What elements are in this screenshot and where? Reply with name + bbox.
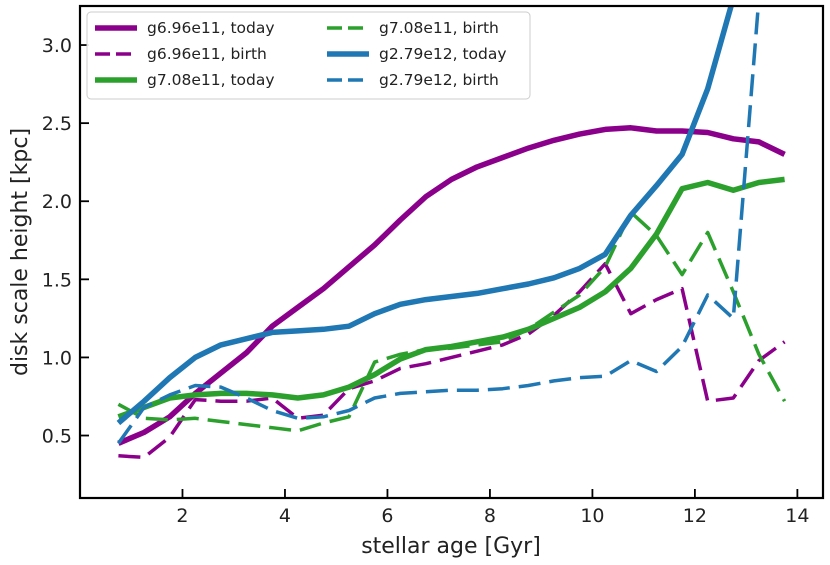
x-tick-label: 12 <box>683 505 707 527</box>
series-line-g6-96e11-today <box>117 125 786 446</box>
legend-entry-label: g6.96e11, birth <box>147 45 267 63</box>
y-axis-label: disk scale height [kpc] <box>8 128 33 376</box>
legend-entry-label: g2.79e12, birth <box>379 71 499 89</box>
legend-frame <box>86 11 531 100</box>
y-tick-label: 2.5 <box>42 113 72 135</box>
series-line-g6-96e11-birth <box>118 261 786 460</box>
y-tick-label: 2.0 <box>42 191 72 213</box>
x-tick-label: 8 <box>484 505 496 527</box>
series-layer <box>116 6 787 460</box>
x-tick-label: 10 <box>580 505 604 527</box>
legend-entry-label: g2.79e12, today <box>379 45 507 63</box>
y-tick-label: 1.5 <box>42 269 72 291</box>
plot-frame <box>78 4 825 500</box>
y-tick-label: 0.5 <box>42 426 72 448</box>
y-axis: 0.5 1.0 1.5 2.0 2.5 3.0 <box>42 35 89 448</box>
legend-entry-label: g6.96e11, today <box>147 19 275 37</box>
x-axis-label: stellar age [Gyr] <box>361 534 541 559</box>
x-tick-label: 14 <box>785 505 809 527</box>
x-axis: 2 4 6 8 10 12 14 <box>176 489 809 527</box>
x-tick-label: 2 <box>176 505 188 527</box>
series-line-g7-08e11-birth <box>117 210 787 433</box>
x-tick-label: 4 <box>279 505 291 527</box>
legend: g6.96e11, today g6.96e11, birth g7.08e11, … <box>86 11 531 100</box>
legend-entry-label: g7.08e11, today <box>147 71 275 89</box>
y-tick-label: 1.0 <box>42 347 72 369</box>
x-tick-label: 6 <box>381 505 393 527</box>
legend-entry-label: g7.08e11, birth <box>379 19 499 37</box>
y-tick-label: 3.0 <box>42 35 72 57</box>
series-line-g2-79e12-today <box>116 6 734 426</box>
series-line-g2-79e12-birth <box>116 6 761 445</box>
